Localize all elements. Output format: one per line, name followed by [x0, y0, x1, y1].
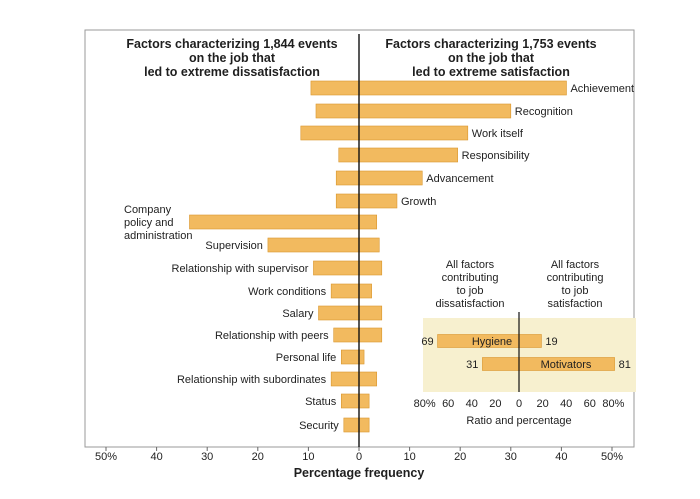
- satisfaction-bar: [358, 147, 458, 163]
- dissatisfaction-bar: [300, 125, 360, 141]
- inset-left-header-line: to job: [457, 285, 484, 297]
- inset-x-tick-label: 0: [516, 398, 522, 410]
- dissatisfaction-bar: [310, 80, 360, 96]
- satisfaction-bar: [358, 103, 512, 119]
- inset-dissatisfaction-value: 69: [421, 336, 433, 348]
- category-label: Relationship with peers: [215, 330, 329, 342]
- satisfaction-bar: [358, 214, 378, 230]
- inset-x-tick-label: 40: [466, 398, 478, 410]
- x-tick-label: 40: [555, 451, 567, 463]
- left-title-line: Factors characterizing 1,844 events: [126, 37, 337, 51]
- inset-x-axis-label: Ratio and percentage: [466, 415, 571, 427]
- category-label: Work conditions: [248, 286, 327, 298]
- x-tick-label: 0: [356, 451, 362, 463]
- inset-right-header-line: All factors: [551, 259, 600, 271]
- inset-category-label: Hygiene: [472, 336, 512, 348]
- inset-left-header-line: contributing: [442, 272, 499, 284]
- right-title-line: led to extreme satisfaction: [412, 65, 570, 79]
- category-label: Relationship with subordinates: [177, 374, 327, 386]
- dissatisfaction-bar: [318, 305, 360, 321]
- inset-dissatisfaction-bar: [482, 357, 520, 371]
- category-label-line: administration: [124, 230, 192, 242]
- category-label: Responsibility: [462, 150, 530, 162]
- category-label: Work itself: [472, 128, 524, 140]
- category-label: Achievement: [570, 83, 634, 95]
- category-label: Security: [299, 420, 339, 432]
- satisfaction-bar: [358, 417, 370, 433]
- inset-right-header-line: to job: [562, 285, 589, 297]
- dissatisfaction-bar: [335, 170, 360, 186]
- inset-x-tick-label: 40: [560, 398, 572, 410]
- dissatisfaction-bar: [330, 371, 360, 387]
- inset-dissatisfaction-value: 31: [466, 359, 478, 371]
- right-title-line: on the job that: [448, 51, 535, 65]
- dissatisfaction-bar: [340, 393, 360, 409]
- inset-satisfaction-value: 19: [545, 336, 557, 348]
- inset-category-label: Motivators: [541, 359, 592, 371]
- dissatisfaction-bar: [333, 327, 360, 343]
- x-tick-label: 20: [252, 451, 264, 463]
- category-label: Supervision: [205, 240, 262, 252]
- satisfaction-bar: [358, 237, 380, 253]
- x-tick-label: 50%: [95, 451, 117, 463]
- inset-x-tick-label: 60: [442, 398, 454, 410]
- dissatisfaction-bar: [315, 103, 360, 119]
- category-label: Personal life: [276, 352, 337, 364]
- inset-right-header-line: contributing: [547, 272, 604, 284]
- satisfaction-bar: [358, 193, 398, 209]
- x-tick-label: 40: [150, 451, 162, 463]
- category-label-line: Company: [124, 204, 172, 216]
- x-tick-label: 50%: [601, 451, 623, 463]
- satisfaction-bar: [358, 327, 383, 343]
- satisfaction-bar: [358, 349, 365, 365]
- inset-x-tick-label: 80%: [414, 398, 436, 410]
- category-label-line: policy and: [124, 217, 174, 229]
- inset-panel: [423, 318, 636, 392]
- dissatisfaction-bar: [338, 147, 360, 163]
- left-title-line: led to extreme dissatisfaction: [144, 65, 320, 79]
- category-label: Salary: [282, 308, 314, 320]
- category-label: Relationship with supervisor: [172, 263, 309, 275]
- category-label: Recognition: [515, 106, 573, 118]
- x-tick-label: 30: [505, 451, 517, 463]
- dissatisfaction-bar: [267, 237, 360, 253]
- dissatisfaction-bar: [330, 283, 360, 299]
- inset-right-header-line: satisfaction: [547, 298, 602, 310]
- right-title-line: Factors characterizing 1,753 events: [385, 37, 596, 51]
- satisfaction-bar: [358, 371, 378, 387]
- satisfaction-bar: [358, 260, 383, 276]
- inset-x-tick-label: 20: [536, 398, 548, 410]
- inset-left-header-line: dissatisfaction: [435, 298, 504, 310]
- category-label: Growth: [401, 196, 436, 208]
- satisfaction-bar: [358, 80, 567, 96]
- left-title-line: on the job that: [189, 51, 276, 65]
- inset-x-tick-label: 60: [584, 398, 596, 410]
- satisfaction-bar: [358, 283, 372, 299]
- x-tick-label: 10: [403, 451, 415, 463]
- category-label: Advancement: [426, 173, 493, 185]
- satisfaction-bar: [358, 170, 423, 186]
- x-tick-label: 10: [302, 451, 314, 463]
- satisfaction-bar: [358, 125, 469, 141]
- satisfaction-bar: [358, 393, 370, 409]
- dissatisfaction-bar: [313, 260, 360, 276]
- inset-satisfaction-bar: [518, 334, 542, 348]
- dissatisfaction-bar: [335, 193, 360, 209]
- inset-x-tick-label: 80%: [602, 398, 624, 410]
- x-tick-label: 20: [454, 451, 466, 463]
- inset-left-header-line: All factors: [446, 259, 495, 271]
- satisfaction-bar: [358, 305, 383, 321]
- dissatisfaction-bar: [343, 417, 360, 433]
- dissatisfaction-bar: [189, 214, 360, 230]
- inset-satisfaction-value: 81: [619, 359, 631, 371]
- dissatisfaction-bar: [340, 349, 360, 365]
- x-axis-label: Percentage frequency: [294, 466, 425, 480]
- category-label: Status: [305, 396, 337, 408]
- inset-x-tick-label: 20: [489, 398, 501, 410]
- x-tick-label: 30: [201, 451, 213, 463]
